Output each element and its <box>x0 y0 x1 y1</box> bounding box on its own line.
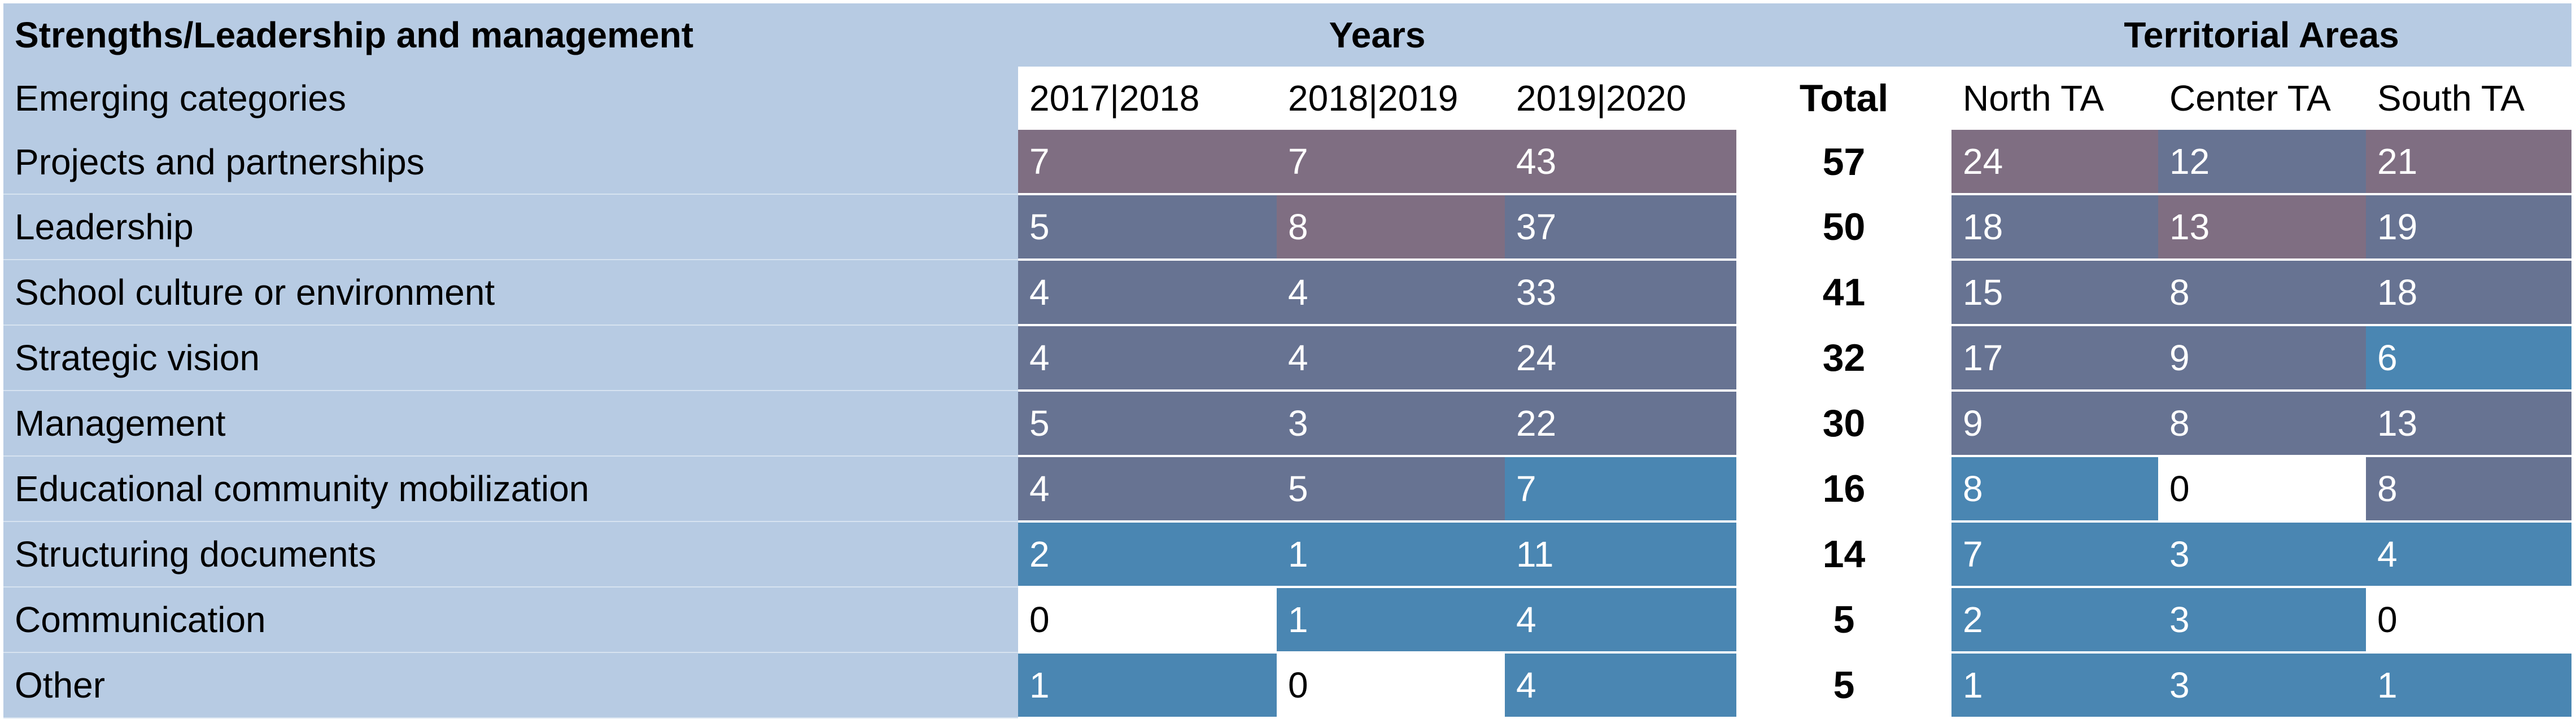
cell-y1: 1 <box>1018 652 1277 719</box>
cell-total: 50 <box>1736 194 1952 260</box>
col-header-north-ta: North TA <box>1951 67 2159 130</box>
table-row: Leadership 5 8 37 50 18 13 19 <box>3 194 2572 261</box>
col-header-center-ta: Center TA <box>2158 67 2367 130</box>
cell-y1: 4 <box>1018 456 1277 523</box>
table-row: Other 1 0 4 5 1 3 1 <box>3 652 2572 719</box>
cell-south: 4 <box>2366 521 2572 588</box>
table-row: Projects and partnerships 7 7 43 57 24 12 21 <box>3 130 2572 195</box>
cell-south: 8 <box>2366 456 2572 523</box>
cell-south: 1 <box>2366 652 2572 719</box>
cell-y1: 5 <box>1018 391 1277 457</box>
col-header-category: Emerging categories <box>3 67 1018 130</box>
cell-center: 13 <box>2158 194 2367 261</box>
table-row: Strategic vision 4 4 24 32 17 9 6 <box>3 325 2572 392</box>
cell-y3: 43 <box>1505 130 1737 195</box>
cell-y1: 4 <box>1018 325 1277 392</box>
cell-south: 19 <box>2366 194 2572 261</box>
cell-center: 8 <box>2158 391 2367 457</box>
cell-south: 6 <box>2366 325 2572 392</box>
col-header-2018-2019: 2018|2019 <box>1277 67 1505 130</box>
cell-total: 5 <box>1736 587 1952 652</box>
table-row: School culture or environment 4 4 33 41 15 8 18 <box>3 260 2572 326</box>
table-title: Strengths/Leadership and management <box>3 3 1018 67</box>
row-category-label: Other <box>3 652 1018 718</box>
header-spacer <box>1736 3 1952 67</box>
cell-total: 41 <box>1736 260 1952 325</box>
cell-north: 8 <box>1951 456 2159 523</box>
cell-south: 21 <box>2366 130 2572 195</box>
territorial-areas-group-header: Territorial Areas <box>1951 3 2572 67</box>
cell-north: 2 <box>1951 587 2159 654</box>
cell-total: 30 <box>1736 391 1952 456</box>
column-header-row: Emerging categories 2017|2018 2018|2019 … <box>3 67 2572 130</box>
cell-center: 8 <box>2158 260 2367 326</box>
cell-south: 18 <box>2366 260 2572 326</box>
col-header-2019-2020: 2019|2020 <box>1505 67 1737 130</box>
cell-y2: 1 <box>1277 521 1505 588</box>
cell-total: 32 <box>1736 325 1952 391</box>
cell-north: 17 <box>1951 325 2159 392</box>
cell-y2: 8 <box>1277 194 1505 261</box>
cell-y2: 1 <box>1277 587 1505 654</box>
results-table-container: Strengths/Leadership and management Year… <box>3 3 2572 719</box>
cell-center: 0 <box>2158 456 2367 523</box>
row-category-label: Educational community mobilization <box>3 456 1018 522</box>
cell-north: 15 <box>1951 260 2159 326</box>
row-category-label: School culture or environment <box>3 260 1018 326</box>
table-row: Structuring documents 2 1 11 14 7 3 4 <box>3 521 2572 588</box>
table-row: Educational community mobilization 4 5 7 16 8… <box>3 456 2572 523</box>
cell-north: 18 <box>1951 194 2159 261</box>
cell-y1: 5 <box>1018 194 1277 261</box>
cell-y1: 0 <box>1018 587 1277 654</box>
cell-center: 3 <box>2158 521 2367 588</box>
cell-y3: 4 <box>1505 587 1737 654</box>
cell-total: 16 <box>1736 456 1952 521</box>
cell-y3: 11 <box>1505 521 1737 588</box>
years-group-header: Years <box>1018 3 1737 67</box>
col-header-south-ta: South TA <box>2366 67 2572 130</box>
row-category-label: Strategic vision <box>3 325 1018 391</box>
cell-y2: 3 <box>1277 391 1505 457</box>
col-header-total: Total <box>1736 67 1952 130</box>
col-header-2017-2018: 2017|2018 <box>1018 67 1277 130</box>
cell-total: 5 <box>1736 652 1952 718</box>
cell-y1: 2 <box>1018 521 1277 588</box>
cell-y1: 4 <box>1018 260 1277 326</box>
table-row: Management 5 3 22 30 9 8 13 <box>3 391 2572 457</box>
row-category-label: Management <box>3 391 1018 457</box>
cell-y3: 7 <box>1505 456 1737 523</box>
table-row: Communication 0 1 4 5 2 3 0 <box>3 587 2572 654</box>
cell-y2: 0 <box>1277 652 1505 719</box>
cell-north: 7 <box>1951 521 2159 588</box>
cell-y3: 37 <box>1505 194 1737 261</box>
cell-north: 9 <box>1951 391 2159 457</box>
row-category-label: Leadership <box>3 194 1018 260</box>
cell-y2: 7 <box>1277 130 1505 195</box>
table-body: Projects and partnerships 7 7 43 57 24 12 21 Lea… <box>3 130 2572 719</box>
cell-y1: 7 <box>1018 130 1277 195</box>
cell-south: 13 <box>2366 391 2572 457</box>
cell-y3: 33 <box>1505 260 1737 326</box>
cell-y2: 4 <box>1277 325 1505 392</box>
results-table: Strengths/Leadership and management Year… <box>3 3 2572 719</box>
row-category-label: Structuring documents <box>3 521 1018 588</box>
cell-center: 3 <box>2158 587 2367 654</box>
header-row: Strengths/Leadership and management Year… <box>3 3 2572 67</box>
cell-north: 24 <box>1951 130 2159 195</box>
row-category-label: Communication <box>3 587 1018 653</box>
cell-y3: 24 <box>1505 325 1737 392</box>
cell-total: 57 <box>1736 130 1952 194</box>
cell-y3: 22 <box>1505 391 1737 457</box>
cell-center: 3 <box>2158 652 2367 719</box>
cell-total: 14 <box>1736 521 1952 587</box>
cell-center: 12 <box>2158 130 2367 195</box>
cell-y2: 5 <box>1277 456 1505 523</box>
cell-center: 9 <box>2158 325 2367 392</box>
cell-south: 0 <box>2366 587 2572 654</box>
cell-y2: 4 <box>1277 260 1505 326</box>
row-category-label: Projects and partnerships <box>3 130 1018 195</box>
cell-y3: 4 <box>1505 652 1737 719</box>
cell-north: 1 <box>1951 652 2159 719</box>
